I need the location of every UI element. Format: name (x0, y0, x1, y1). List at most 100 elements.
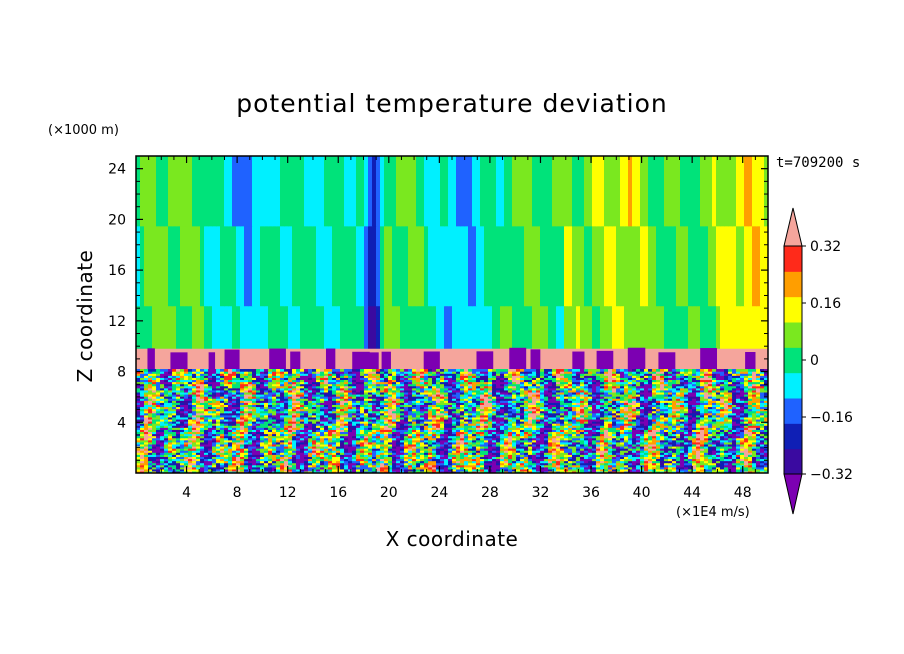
convective-cell (316, 421, 321, 424)
convective-cell (556, 445, 561, 449)
convective-cell (476, 443, 481, 447)
convective-cell (280, 443, 285, 447)
convective-cell (196, 462, 201, 466)
upper-layer-cell (220, 305, 225, 350)
convective-cell (144, 450, 149, 453)
convective-cell (524, 445, 529, 449)
convective-cell (308, 439, 313, 443)
convective-cell (752, 429, 757, 433)
convective-cell (312, 423, 317, 426)
upper-layer-cell (376, 225, 381, 307)
convective-cell (752, 425, 757, 428)
convective-cell (608, 443, 613, 447)
convective-cell (500, 460, 505, 464)
upper-layer-cell (620, 305, 625, 350)
convective-cell (412, 421, 417, 424)
convective-cell (388, 470, 393, 473)
convective-cell (680, 468, 685, 472)
convective-cell (192, 433, 197, 437)
convective-cell (724, 468, 729, 472)
convective-cell (508, 437, 513, 441)
convective-cell (368, 458, 373, 462)
convective-cell (704, 414, 709, 418)
upper-layer-cell (440, 305, 445, 350)
convective-cell (136, 431, 141, 435)
convective-cell (312, 416, 317, 420)
convective-cell (156, 416, 161, 420)
convective-cell (444, 429, 449, 433)
convective-cell (668, 431, 673, 435)
upper-layer-cell (336, 225, 341, 307)
convective-cell (676, 464, 681, 468)
convective-cell (376, 445, 381, 449)
convective-cell (516, 414, 521, 418)
convective-cell (168, 423, 173, 426)
convective-cell (584, 468, 589, 472)
convective-cell (528, 452, 533, 455)
convective-cell (256, 429, 261, 433)
convective-cell (496, 414, 501, 418)
upper-layer-cell (680, 156, 685, 227)
convective-cell (536, 435, 541, 439)
convective-cell (368, 466, 373, 470)
convective-cell (528, 431, 533, 435)
convective-cell (724, 452, 729, 455)
convective-cell (244, 456, 249, 460)
convective-cell (500, 452, 505, 455)
convective-cell (332, 443, 337, 447)
convective-cell (320, 437, 325, 441)
convective-cell (364, 470, 369, 473)
convective-cell (344, 470, 349, 473)
convective-cell (472, 418, 477, 422)
convective-cell (548, 423, 553, 426)
convective-cell (176, 460, 181, 464)
convective-cell (240, 462, 245, 466)
convective-cell (684, 441, 689, 445)
convective-cell (280, 423, 285, 426)
convective-cell (420, 443, 425, 447)
convective-cell (720, 458, 725, 462)
convective-cell (396, 414, 401, 418)
convective-cell (296, 468, 301, 472)
convective-cell (508, 431, 513, 435)
convective-cell (396, 435, 401, 439)
convective-cell (644, 414, 649, 418)
convective-cell (360, 412, 365, 416)
convective-cell (224, 464, 229, 468)
convective-cell (648, 425, 653, 428)
convective-cell (292, 445, 297, 449)
convective-cell (240, 433, 245, 437)
convective-cell (520, 468, 525, 472)
upper-layer-cell (568, 156, 573, 227)
convective-cell (324, 416, 329, 420)
convective-cell (556, 437, 561, 441)
convective-cell (148, 458, 153, 462)
convective-cell (516, 416, 521, 420)
convective-cell (692, 435, 697, 439)
convective-cell (336, 458, 341, 462)
convective-cell (264, 425, 269, 428)
upper-layer-cell (292, 225, 297, 307)
convective-cell (244, 414, 249, 418)
upper-layer-cell (664, 225, 669, 307)
convective-cell (700, 464, 705, 468)
convective-cell (408, 433, 413, 437)
convective-cell (228, 414, 233, 418)
convective-cell (604, 458, 609, 462)
convective-cell (344, 445, 349, 449)
convective-cell (648, 439, 653, 443)
convective-cell (584, 425, 589, 428)
upper-layer-cell (136, 156, 141, 227)
upper-layer-cell (628, 305, 633, 350)
convective-cell (220, 468, 225, 472)
convective-cell (268, 414, 273, 418)
convective-cell (168, 416, 173, 420)
convective-cell (676, 458, 681, 462)
convective-cell (640, 425, 645, 428)
convective-cell (656, 456, 661, 460)
convective-cell (416, 454, 421, 457)
convective-cell (384, 425, 389, 428)
convective-cell (476, 435, 481, 439)
convective-cell (316, 466, 321, 470)
convective-cell (432, 450, 437, 453)
